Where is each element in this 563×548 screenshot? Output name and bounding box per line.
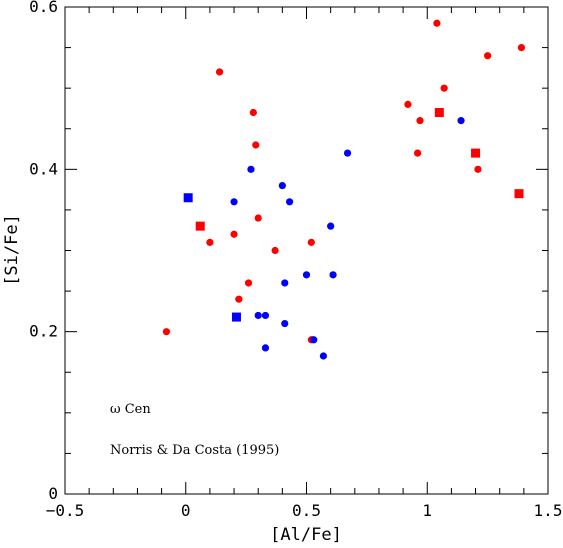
- data-point: [302, 271, 311, 279]
- data-point: [433, 19, 441, 27]
- data-point: [235, 295, 243, 303]
- plot-frame: [64, 6, 549, 495]
- data-point: [206, 238, 214, 246]
- y-tick-label: 0.6: [29, 0, 58, 16]
- data-point: [285, 198, 294, 206]
- axis-ticks: [64, 6, 549, 495]
- data-point: [254, 214, 262, 222]
- data-point: [261, 311, 270, 320]
- data-point-square: [231, 312, 241, 322]
- data-point: [474, 165, 482, 173]
- annotation-cluster-name: ω Cen: [110, 402, 151, 417]
- data-point: [307, 238, 315, 246]
- data-point-square: [434, 108, 444, 118]
- data-point: [261, 344, 270, 352]
- tick-labels: −0.5 0 0.5 1 1.500.20.40.6: [29, 0, 562, 520]
- data-point: [319, 352, 328, 360]
- data-point-square: [195, 221, 205, 231]
- data-point: [413, 149, 422, 157]
- data-point-square: [183, 193, 193, 203]
- data-point: [254, 311, 262, 320]
- data-point: [457, 117, 465, 125]
- data-point: [440, 84, 448, 92]
- x-axis-label: [Al/Fe]: [270, 525, 342, 545]
- data-point: [230, 230, 238, 238]
- data-point-square: [471, 148, 481, 158]
- data-point: [215, 68, 224, 76]
- y-tick-label: 0.4: [29, 159, 58, 178]
- data-point: [329, 271, 337, 279]
- data-point: [247, 165, 255, 173]
- data-point: [281, 279, 289, 287]
- x-tick-label: 0.5: [292, 501, 321, 520]
- data-point-square: [514, 189, 524, 199]
- data-point: [230, 198, 238, 206]
- data-point: [271, 246, 279, 255]
- data-point: [404, 100, 412, 108]
- data-point: [278, 181, 286, 190]
- data-point: [162, 328, 171, 336]
- data-point: [484, 52, 492, 60]
- x-tick-label: 1: [422, 501, 432, 520]
- data-points: [162, 19, 526, 360]
- annotation-source: Norris & Da Costa (1995): [110, 443, 279, 458]
- x-tick-label: 0: [181, 501, 191, 520]
- x-tick-label: 1.5: [534, 501, 563, 520]
- y-axis-label: [Si/Fe]: [2, 214, 22, 286]
- data-point: [416, 117, 424, 125]
- data-point: [343, 149, 352, 157]
- data-point: [281, 319, 289, 328]
- data-point: [244, 279, 253, 287]
- data-point: [252, 141, 260, 149]
- data-point: [249, 108, 257, 117]
- data-point: [517, 43, 526, 52]
- x-tick-label: −0.5: [46, 501, 85, 520]
- y-tick-label: 0.2: [29, 322, 58, 341]
- y-tick-label: 0: [48, 484, 58, 503]
- data-point: [327, 222, 335, 230]
- data-point: [310, 336, 318, 344]
